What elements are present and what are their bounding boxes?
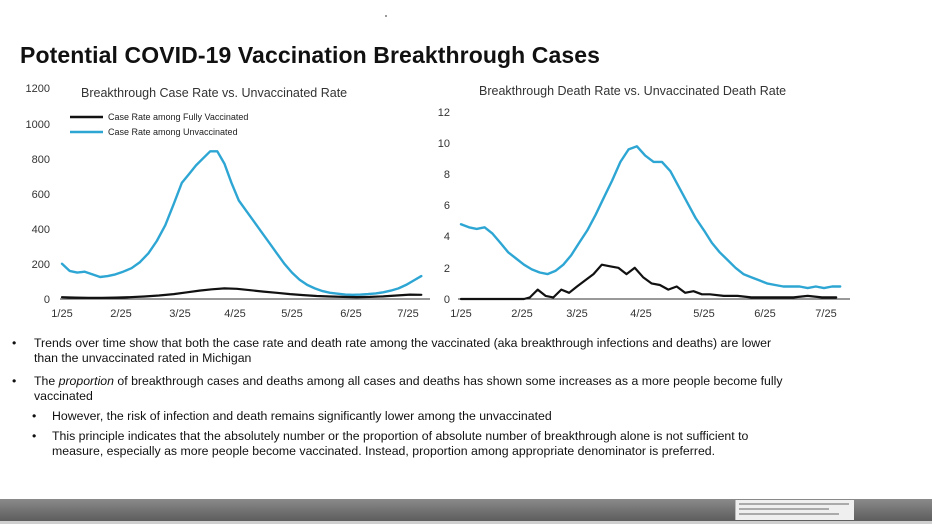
footer-strip [0, 521, 932, 524]
x-tick-label: 7/25 [397, 308, 418, 320]
legend-label-vaccinated: Case Rate among Fully Vaccinated [108, 112, 248, 122]
x-tick-label: 1/25 [51, 308, 72, 320]
case-rate-chart: Breakthrough Case Rate vs. Unvaccinated … [26, 83, 430, 320]
bullet-text: measure, especially as more people becom… [52, 444, 716, 458]
death-chart-title: Breakthrough Death Rate vs. Unvaccinated… [479, 84, 786, 98]
y-tick-label: 1000 [26, 119, 50, 131]
y-tick-label: 200 [32, 259, 50, 271]
bullet-marker: • [12, 374, 17, 388]
case-chart-legend: Case Rate among Fully Vaccinated Case Ra… [70, 112, 248, 137]
y-tick-label: 600 [32, 189, 50, 201]
footer-fine-print [739, 513, 839, 515]
footer-bar [0, 499, 932, 521]
charts-canvas: Breakthrough Case Rate vs. Unvaccinated … [26, 83, 850, 320]
x-tick-label: 6/25 [340, 308, 361, 320]
series-line-vaccinated [60, 287, 423, 299]
x-tick-label: 7/25 [815, 308, 836, 320]
bullet-marker: • [32, 429, 37, 443]
x-tick-label: 5/25 [281, 308, 302, 320]
y-tick-label: 1200 [26, 83, 50, 95]
y-tick-label: 8 [444, 169, 450, 181]
bullet-text: than the unvaccinated rated in Michigan [34, 351, 252, 365]
series-line-unvaccinated [60, 150, 423, 296]
bullet-text: The proportion of breakthrough cases and… [34, 374, 783, 389]
series-line-vaccinated [459, 263, 838, 301]
series-line-unvaccinated [459, 145, 842, 290]
artifact-speck [385, 15, 387, 17]
y-tick-label: 4 [444, 231, 450, 243]
bullet-text-emphasis: proportion [58, 374, 114, 388]
legend-label-unvaccinated: Case Rate among Unvaccinated [108, 127, 238, 137]
y-tick-label: 2 [444, 263, 450, 275]
x-tick-label: 5/25 [693, 308, 714, 320]
bullet-text: However, the risk of infection and death… [52, 409, 552, 423]
bullet-marker: • [12, 336, 17, 350]
case-chart-yaxis: 0 200 400 600 800 1000 1200 [26, 83, 50, 306]
bullet-text: vaccinated [34, 389, 93, 403]
y-tick-label: 400 [32, 224, 50, 236]
x-tick-label: 2/25 [110, 308, 131, 320]
y-tick-label: 12 [438, 107, 450, 119]
x-tick-label: 2/25 [511, 308, 532, 320]
case-chart-series [60, 150, 423, 299]
x-tick-label: 1/25 [450, 308, 471, 320]
y-tick-label: 10 [438, 138, 450, 150]
death-rate-chart: Breakthrough Death Rate vs. Unvaccinated… [438, 84, 850, 320]
case-chart-title: Breakthrough Case Rate vs. Unvaccinated … [81, 86, 347, 100]
y-tick-label: 6 [444, 200, 450, 212]
x-tick-label: 3/25 [169, 308, 190, 320]
y-tick-label: 800 [32, 154, 50, 166]
footer-fine-print [739, 503, 849, 505]
death-chart-xaxis: 1/25 2/25 3/25 4/25 5/25 6/25 7/25 [450, 308, 836, 320]
x-tick-label: 6/25 [754, 308, 775, 320]
x-tick-label: 3/25 [566, 308, 587, 320]
case-chart-xaxis: 1/25 2/25 3/25 4/25 5/25 6/25 7/25 [51, 308, 418, 320]
bullet-text: This principle indicates that the absolu… [52, 429, 749, 443]
death-chart-yaxis: 0 2 4 6 8 10 12 [438, 107, 450, 306]
footer-fine-print [739, 508, 829, 510]
x-tick-label: 4/25 [224, 308, 245, 320]
death-chart-series [459, 145, 842, 301]
footer-logo-block [735, 500, 854, 520]
bullet-text-pre: The [34, 374, 59, 388]
bullet-text-post: of breakthrough cases and deaths among a… [113, 374, 783, 388]
bullet-text: Trends over time show that both the case… [34, 336, 772, 350]
x-tick-label: 4/25 [630, 308, 651, 320]
bullet-marker: • [32, 409, 37, 423]
y-tick-label: 0 [44, 294, 50, 306]
slide-title: Potential COVID-19 Vaccination Breakthro… [20, 42, 601, 68]
y-tick-label: 0 [444, 294, 450, 306]
